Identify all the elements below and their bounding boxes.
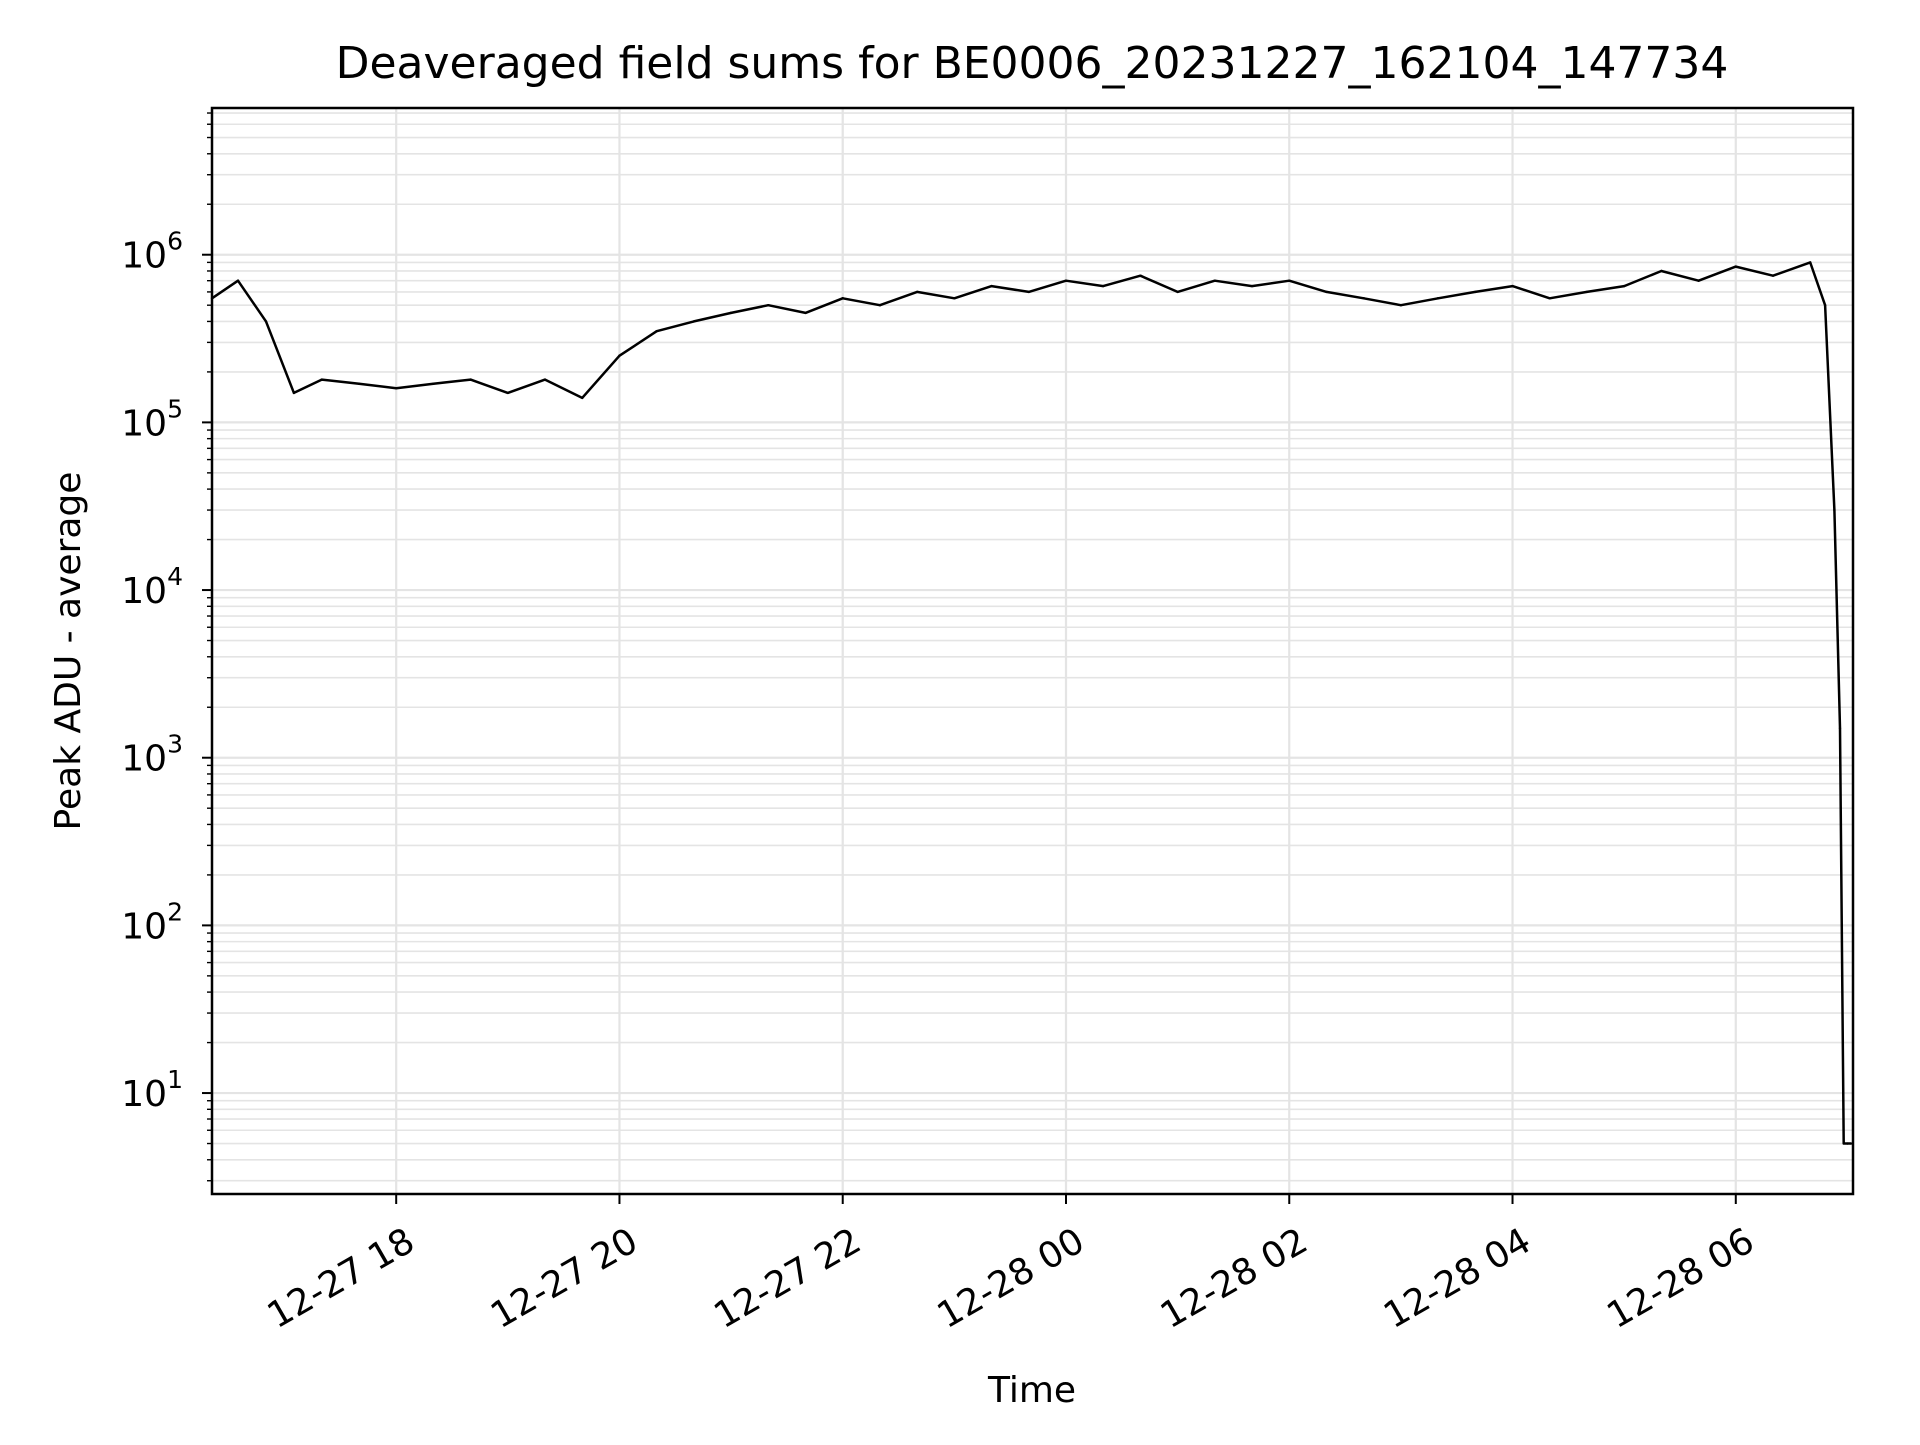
data-point — [655, 329, 658, 333]
data-point — [1027, 290, 1030, 294]
data-point — [394, 386, 398, 390]
plot-frame — [210, 106, 1855, 1196]
data-point — [543, 378, 547, 381]
x-axis-label: Time — [987, 1370, 1076, 1411]
data-point — [1771, 274, 1775, 277]
data-point — [1474, 290, 1477, 294]
grid-lines — [212, 108, 1853, 1194]
y-tick-exponent: 3 — [167, 730, 183, 759]
y-tick-label: 102 — [121, 897, 183, 947]
data-point — [1849, 1142, 1853, 1145]
y-tick-label: 106 — [121, 227, 183, 277]
y-tick-base: 10 — [121, 403, 167, 444]
data-point — [1838, 726, 1842, 730]
y-tick-base: 10 — [121, 236, 167, 277]
data-point — [878, 303, 882, 307]
chart-title: Deaveraged field sums for BE0006_2023122… — [336, 38, 1729, 89]
data-point — [469, 378, 472, 381]
y-tick-label: 105 — [121, 394, 183, 444]
data-point — [1697, 279, 1700, 282]
data-point — [767, 303, 770, 307]
y-tick-label: 104 — [121, 562, 183, 612]
data-point — [1064, 279, 1068, 282]
data-point — [1833, 508, 1836, 512]
data-point — [432, 382, 435, 385]
data-point — [357, 382, 361, 385]
data-point — [1176, 290, 1179, 294]
data-point — [1660, 269, 1663, 273]
data-point — [804, 311, 807, 315]
data-point — [1585, 290, 1589, 294]
data-point — [1213, 279, 1217, 282]
data-point — [1846, 1142, 1849, 1145]
data-point — [264, 320, 268, 323]
data-point — [1102, 284, 1105, 288]
data-point — [1622, 284, 1626, 288]
y-tick-exponent: 2 — [167, 897, 183, 926]
data-point — [292, 391, 296, 395]
data-point — [320, 378, 323, 381]
data-point — [1511, 284, 1514, 288]
data-point — [581, 396, 584, 400]
y-tick-exponent: 5 — [167, 394, 183, 423]
data-point — [729, 311, 733, 315]
data-point — [915, 290, 919, 294]
data-point — [1362, 297, 1365, 300]
y-tick-base: 10 — [121, 571, 167, 612]
data-point — [953, 297, 956, 300]
y-tick-exponent: 1 — [167, 1065, 183, 1094]
data-point — [1288, 279, 1291, 282]
y-tick-exponent: 4 — [167, 562, 183, 591]
series-layer — [210, 261, 1853, 1145]
data-point — [1809, 261, 1812, 264]
y-tick-base: 10 — [121, 1074, 167, 1115]
y-axis-label: Peak ADU - average — [48, 472, 89, 831]
data-point — [990, 284, 993, 288]
data-point — [236, 279, 240, 282]
data-point — [1734, 265, 1737, 268]
data-point — [692, 320, 696, 323]
data-point — [1399, 303, 1403, 307]
data-point — [1436, 297, 1440, 300]
data-point — [618, 354, 621, 357]
data-point — [1548, 297, 1551, 300]
data-point — [841, 297, 844, 300]
data-point — [506, 391, 510, 395]
data-point — [1250, 284, 1254, 288]
data-point — [1325, 290, 1328, 294]
data-point — [1823, 303, 1827, 307]
y-tick-label: 101 — [121, 1065, 183, 1115]
y-tick-base: 10 — [121, 906, 167, 947]
y-tick-exponent: 6 — [167, 227, 183, 256]
y-tick-label: 103 — [121, 730, 183, 780]
data-point — [1842, 1142, 1845, 1145]
y-tick-base: 10 — [121, 739, 167, 780]
data-point — [1139, 274, 1142, 277]
